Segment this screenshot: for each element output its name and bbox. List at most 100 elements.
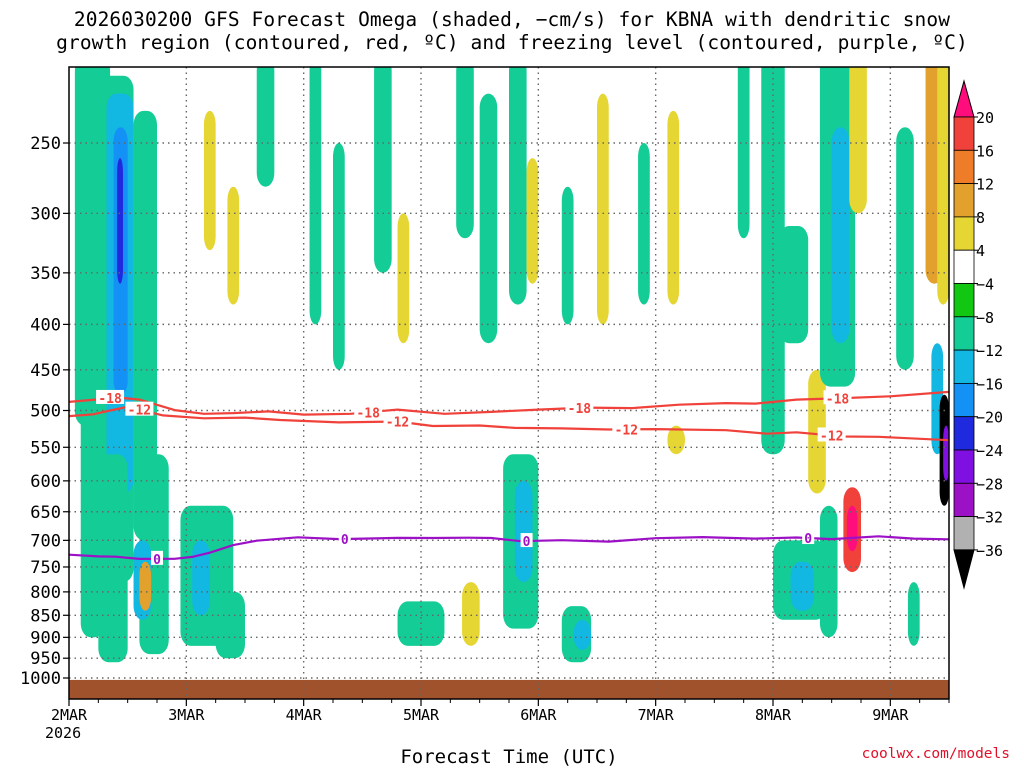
omega-cell-43 bbox=[831, 127, 850, 344]
colorbar-bin-bottom-arrow bbox=[953, 549, 975, 590]
chart-title: 2026030200 GFS Forecast Omega (shaded, −… bbox=[0, 8, 1024, 54]
colorbar-label: 16 bbox=[976, 142, 994, 160]
colorbar-bin-4 bbox=[953, 216, 975, 251]
omega-cell-5 bbox=[117, 158, 123, 284]
x-tick-label-2MAR: 2MAR bbox=[51, 706, 88, 724]
y-tick-label-400: 400 bbox=[30, 315, 61, 335]
omega-cell-39 bbox=[808, 369, 826, 494]
x-year-label: 2026 bbox=[45, 724, 81, 742]
colorbar-bin-top-arrow bbox=[953, 79, 975, 118]
omega-cell-38 bbox=[778, 226, 809, 344]
omega-cell-29 bbox=[514, 480, 533, 583]
x-tick-label-7MAR: 7MAR bbox=[638, 706, 675, 724]
omega-cell-46 bbox=[846, 505, 858, 552]
colorbar-label: −4 bbox=[976, 276, 994, 294]
omega-cell-51 bbox=[937, 67, 949, 305]
contour-label-bg--12-1 bbox=[383, 413, 412, 428]
contour-line-0 bbox=[69, 535, 949, 560]
ground-layer bbox=[69, 679, 949, 699]
omega-shading-layer bbox=[74, 67, 949, 663]
contour-label-bg-0-3 bbox=[802, 530, 815, 545]
colorbar: 20 16 12 8 4 −4 −8 −12 −16 −20 −24 −28 −32 −36 bbox=[953, 79, 1003, 590]
y-tick-label-300: 300 bbox=[30, 204, 61, 224]
omega-cell-19 bbox=[374, 67, 392, 273]
colorbar-label: 12 bbox=[976, 176, 994, 194]
contour-line--18 bbox=[69, 390, 949, 416]
title-line-1: 2026030200 GFS Forecast Omega (shaded, −… bbox=[73, 8, 951, 31]
contour-label-0-1: 0 bbox=[341, 533, 349, 548]
omega-cell-34 bbox=[667, 110, 680, 305]
omega-cell-17 bbox=[309, 67, 322, 325]
y-tick-label-850: 850 bbox=[30, 606, 61, 626]
colorbar-bin-5 bbox=[953, 249, 975, 284]
colorbar-bin-9 bbox=[953, 382, 975, 418]
y-tick-label-1000: 1000 bbox=[20, 669, 61, 689]
omega-cell-6 bbox=[133, 110, 157, 541]
colorbar-bin-10 bbox=[953, 416, 975, 451]
colorbar-bin-6 bbox=[953, 283, 975, 318]
colorbar-bin-1 bbox=[953, 116, 975, 151]
x-tick-label-5MAR: 5MAR bbox=[403, 706, 440, 724]
omega-cell-23 bbox=[509, 67, 527, 305]
omega-cell-27 bbox=[462, 582, 480, 646]
title-line-2: growth region (contoured, red, ºC) and f… bbox=[56, 31, 968, 54]
contour-label-bg--12-3 bbox=[817, 427, 846, 442]
colorbar-label: 8 bbox=[976, 209, 985, 227]
y-tick-label-700: 700 bbox=[30, 531, 61, 551]
omega-cell-32 bbox=[597, 93, 609, 325]
omega-cell-24 bbox=[526, 158, 539, 284]
colorbar-label: −20 bbox=[976, 409, 1003, 427]
colorbar-label: 4 bbox=[976, 242, 985, 260]
contour-label-bg-0-1 bbox=[338, 530, 351, 545]
x-tick-label-6MAR: 6MAR bbox=[520, 706, 557, 724]
contour-label--18-1: -18 bbox=[356, 406, 380, 421]
contour-label-bg--12-0 bbox=[125, 401, 154, 416]
x-tick-label-4MAR: 4MAR bbox=[286, 706, 323, 724]
omega-cell-20 bbox=[397, 213, 410, 344]
omega-cell-7 bbox=[98, 454, 128, 663]
omega-cell-54 bbox=[943, 425, 949, 481]
colorbar-bin-3 bbox=[953, 183, 975, 218]
y-tick-label-900: 900 bbox=[30, 628, 61, 648]
contour-label--12-2: -12 bbox=[615, 423, 638, 438]
time-axis: 2MAR 3MAR 4MAR 5MAR 6MAR 7MAR 8MAR 9MAR 2026 bbox=[45, 699, 950, 742]
colorbar-label: 20 bbox=[976, 109, 994, 127]
source-credit[interactable]: coolwx.com/models bbox=[861, 746, 1010, 762]
contour-label-bg--18-3 bbox=[823, 390, 852, 405]
colorbar-label: −12 bbox=[976, 342, 1003, 360]
colorbar-label: −16 bbox=[976, 375, 1003, 393]
colorbar-bin-11 bbox=[953, 449, 975, 484]
omega-cell-41 bbox=[790, 561, 815, 611]
omega-cell-33 bbox=[638, 143, 650, 305]
colorbar-bin-13 bbox=[953, 516, 975, 551]
x-tick-label-8MAR: 8MAR bbox=[755, 706, 792, 724]
contour-label-bg--18-2 bbox=[565, 399, 594, 414]
contour-label-0-3: 0 bbox=[804, 532, 812, 547]
omega-cell-13 bbox=[215, 591, 245, 659]
omega-cell-31 bbox=[573, 619, 592, 650]
contour-layer: -18 -18 -18 -18 -12 -12 -12 -12 0 0 0 0 bbox=[69, 389, 949, 568]
colorbar-label: −28 bbox=[976, 475, 1003, 493]
contour-label-bg-0-0 bbox=[151, 550, 163, 565]
colorbar-bin-7 bbox=[953, 316, 975, 351]
ground-surface bbox=[69, 679, 949, 699]
omega-cell-49 bbox=[907, 582, 920, 646]
omega-cell-14 bbox=[203, 110, 216, 251]
colorbar-label: −24 bbox=[976, 442, 1003, 460]
colorbar-label: −8 bbox=[976, 309, 994, 327]
omega-cell-48 bbox=[896, 127, 914, 370]
pressure-axis: 2503003504004505005506006507007508008509… bbox=[20, 134, 69, 689]
x-axis-label: Forecast Time (UTC) bbox=[400, 746, 617, 768]
y-tick-label-650: 650 bbox=[30, 503, 61, 523]
omega-cell-21 bbox=[456, 67, 474, 239]
contour-label-bg-0-2 bbox=[520, 533, 533, 548]
colorbar-label: −32 bbox=[976, 509, 1003, 527]
omega-cell-10 bbox=[139, 561, 152, 611]
omega-cell-25 bbox=[561, 186, 574, 325]
omega-cell-18 bbox=[333, 143, 345, 370]
x-tick-label-3MAR: 3MAR bbox=[168, 706, 205, 724]
gridlines bbox=[69, 67, 949, 699]
contour-label-bg--18-0 bbox=[96, 389, 125, 404]
omega-cell-16 bbox=[256, 67, 275, 187]
contour-label--18-0: -18 bbox=[98, 392, 122, 407]
